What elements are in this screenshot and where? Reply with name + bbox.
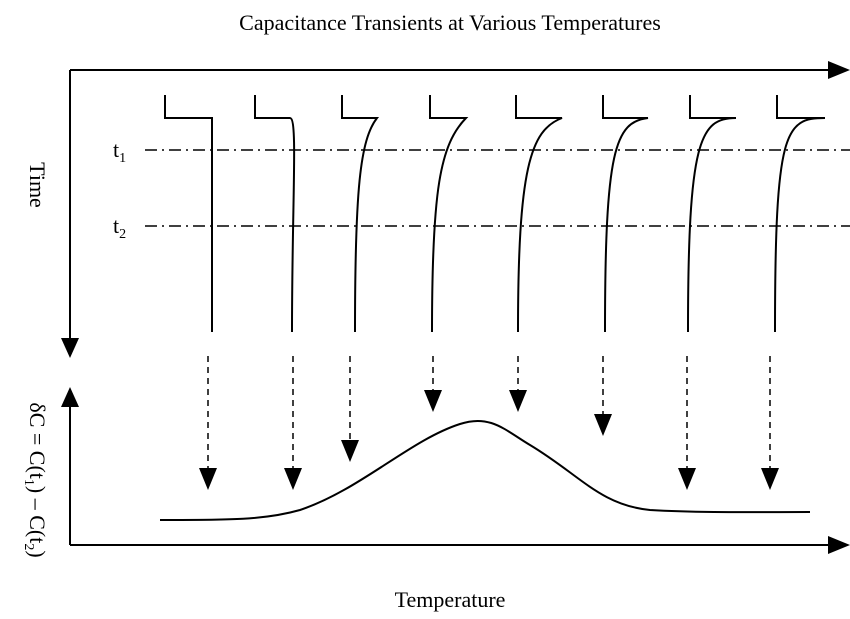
- signal-label: δC = C(t1) – C(t2): [21, 402, 50, 557]
- temperature-label: Temperature: [395, 587, 506, 612]
- subscript: 1: [119, 151, 126, 166]
- time-label: Time: [25, 162, 50, 208]
- label-part: t: [113, 137, 119, 162]
- title: Capacitance Transients at Various Temper…: [239, 10, 661, 35]
- time-axes: [61, 61, 850, 358]
- subscript: 2: [21, 543, 36, 550]
- label-part: δC = C(t: [25, 402, 50, 479]
- label-part: t: [113, 213, 119, 238]
- label-part: ): [25, 550, 50, 557]
- dlts-peak: [159, 419, 811, 521]
- t2-label: t2: [113, 213, 126, 242]
- transients: [164, 95, 826, 333]
- signal-axes: [61, 387, 850, 554]
- subscript: 2: [119, 227, 126, 242]
- t1-label: t1: [113, 137, 126, 166]
- projection-arrows: [199, 356, 779, 490]
- subscript: 1: [21, 479, 36, 486]
- label-part: ) – C(t: [25, 486, 50, 543]
